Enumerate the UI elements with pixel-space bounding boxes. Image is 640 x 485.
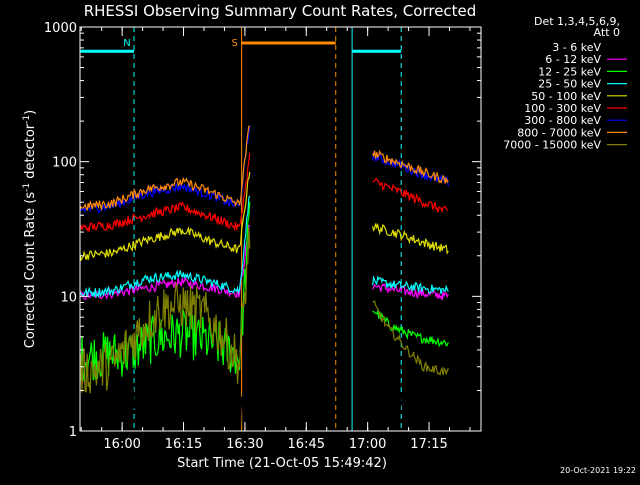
series-line-3-1	[372, 275, 449, 295]
footer-timestamp: 20-Oct-2021 19:22	[560, 466, 636, 475]
axis-ticks: 16:00 16:15 16:30 16:45 17:00 17:15 1 10 100 1000	[44, 21, 481, 452]
series-line-5-1	[372, 178, 449, 214]
legend-label-1: 6 - 12 keV	[545, 53, 601, 66]
series-5	[79, 152, 449, 232]
series-4	[79, 171, 449, 262]
y-axis-label-sup1: -1	[22, 183, 32, 192]
y-tick-label-1: 10	[60, 290, 77, 305]
legend-label-7: 800 - 7000 keV	[517, 126, 601, 139]
series-line-5-0	[79, 152, 251, 232]
y-axis-label-part3: )	[23, 110, 38, 115]
legend-header-1: Att 0	[594, 26, 620, 39]
legend-label-5: 100 - 300 keV	[524, 102, 601, 115]
x-tick-label-3: 16:45	[288, 437, 325, 452]
series-line-4-1	[372, 222, 449, 255]
series-line-4-0	[79, 171, 251, 262]
y-tick-label-0: 1	[69, 425, 77, 440]
y-axis-label-part1: Corrected Count Rate (s	[23, 192, 38, 349]
y-axis-label: Corrected Count Rate (s-1 detector-1)	[22, 110, 38, 348]
legend-label-2: 12 - 25 keV	[538, 65, 601, 78]
legend-label-6: 300 - 800 keV	[524, 114, 601, 127]
series-line-7-1	[372, 149, 449, 184]
y-tick-label-2: 100	[52, 156, 77, 171]
series-line-8-0	[79, 227, 251, 394]
series-line-8-1	[372, 300, 449, 376]
plot-frame	[79, 26, 482, 432]
legend-label-3: 25 - 50 keV	[538, 78, 601, 91]
series-line-3-0	[79, 195, 251, 299]
y-axis-label-sup2: -1	[22, 115, 32, 124]
series-line-1-1	[372, 282, 449, 301]
chart-title: RHESSI Observing Summary Count Rates, Co…	[84, 2, 477, 20]
series-line-7-0	[79, 125, 251, 212]
series-line-0-0	[79, 286, 251, 426]
state-marker-label-1: N	[123, 38, 130, 49]
y-axis-label-part2: detector	[23, 123, 38, 183]
x-tick-label-1: 16:15	[165, 437, 202, 452]
x-tick-label-0: 16:00	[103, 437, 140, 452]
series-3	[79, 195, 449, 299]
x-tick-label-2: 16:30	[226, 437, 263, 452]
series-line-0-1	[372, 367, 449, 432]
x-tick-label-4: 17:00	[349, 437, 386, 452]
state-marker-label-2: S	[231, 38, 237, 49]
x-tick-label-5: 17:15	[410, 437, 447, 452]
series-8	[79, 227, 449, 394]
legend-label-8: 7000 - 15000 keV	[503, 139, 601, 152]
series-line-2-1	[372, 310, 449, 348]
series-0	[79, 286, 449, 432]
series-7	[79, 125, 449, 212]
legend-header-0: Det 1,3,4,5,6,9,	[534, 15, 620, 28]
x-axis-label: Start Time (21-Oct-05 15:49:42)	[177, 456, 387, 471]
y-tick-label-3: 1000	[44, 21, 77, 36]
legend-label-0: 3 - 6 keV	[552, 41, 601, 54]
legend-label-4: 50 - 100 keV	[531, 90, 601, 103]
